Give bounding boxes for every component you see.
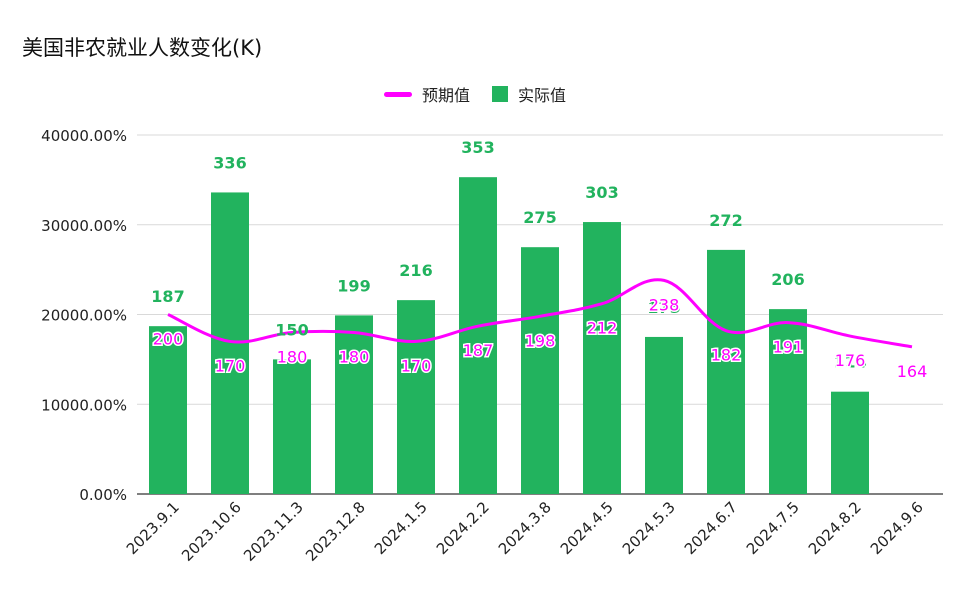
line-value-label: 198 [525,331,556,350]
bar-value-label: 114 [833,353,866,372]
legend-label-actual: 实际值 [518,86,567,105]
bar [583,222,621,494]
bar [521,247,559,494]
bar [335,315,373,494]
bar-value-label: 199 [337,276,370,295]
line-value-label: 170 [215,356,246,375]
bar-value-label: 187 [151,287,184,306]
legend-item-actual: 实际值 [492,82,566,106]
bar-value-label: 336 [213,153,246,172]
y-tick-label: 10000.00% [41,396,127,414]
bar-value-label: 216 [399,261,432,280]
line-value-label: 182 [711,346,742,365]
legend: 预期值 实际值 [384,82,588,106]
expected-series-line [167,278,913,349]
line-value-label: 180 [277,347,308,366]
bar [769,309,807,494]
y-tick-label: 20000.00% [41,307,127,325]
line-value-label: 180 [339,347,370,366]
bar [459,177,497,494]
line-value-label: 200 [153,330,184,349]
x-tick-label: 2024.4.5 [557,498,617,558]
bar-value-label: 206 [771,270,804,289]
x-tick-label: 2024.1.5 [371,498,431,558]
line-value-label: 187 [463,341,494,360]
line-value-label: 170 [401,356,432,375]
y-tick-label: 40000.00% [41,127,127,145]
y-tick-label: 30000.00% [41,217,127,235]
x-tick-label: 2023.11.3 [240,498,307,565]
bar-value-label: 353 [461,138,494,157]
bar [707,249,745,494]
bar-value-label: 150 [275,320,308,339]
x-tick-label: 2023.10.6 [178,498,245,565]
x-tick-label: 2023.12.8 [302,498,369,565]
x-tick-label: 2023.9.1 [123,498,183,558]
chart-title: 美国非农就业人数变化(K) [22,36,263,60]
line-value-label: 212 [587,319,618,338]
x-tick-label: 2024.6.7 [681,498,741,558]
line-value-label: 191 [773,338,804,357]
legend-label-expected: 预期值 [422,86,471,105]
bar [397,300,435,494]
x-tick-label: 2024.9.6 [867,498,927,558]
bar-value-label: 275 [523,208,556,227]
legend-swatch-actual [492,86,509,102]
bar [273,359,311,494]
bar [831,391,869,494]
x-tick-label: 2024.3.8 [495,498,555,558]
bar-value-label: 303 [585,183,618,202]
x-tick-label: 2024.8.2 [805,498,865,558]
x-tick-label: 2024.2.2 [433,498,493,558]
line-value-label: 238 [649,295,680,314]
x-tick-label: 2024.7.5 [743,498,803,558]
bar-value-label: 272 [709,211,742,230]
line-value-label: 176 [835,351,866,370]
x-tick-label: 2024.5.3 [619,498,679,558]
line-value-label: 164 [897,362,928,381]
bar [645,336,683,494]
legend-item-expected: 预期值 [384,82,470,106]
y-tick-label: 0.00% [79,486,127,504]
legend-swatch-expected [384,91,412,97]
bar [149,326,187,494]
bar-value-label: 175 [647,298,680,317]
